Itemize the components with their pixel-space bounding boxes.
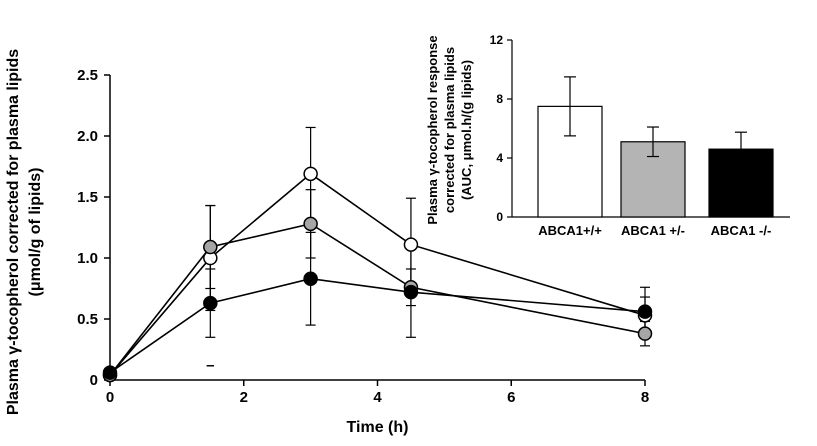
data-point-abca1- (403, 284, 419, 300)
annotation-dash: – (206, 357, 214, 374)
y-axis-label: Plasma γ-tocopherol corrected for plasma… (5, 49, 44, 415)
x-axis-label: Time (h) (347, 419, 409, 436)
y-axis-label-line: Plasma γ-tocopherol corrected for plasma… (5, 49, 22, 415)
y-tick-label: 2.0 (77, 128, 98, 145)
inset-bar-chart: 0 4 8 12 ABCA1+/+ ABCA1 +/- ABCA1 -/- Plasma γ-… (425, 33, 790, 238)
inset-y-tick-label: 0 (496, 210, 503, 224)
data-point-abca1- (303, 166, 318, 182)
y-tick-label: 0 (90, 372, 98, 389)
y-tick-label: 2.5 (77, 67, 98, 84)
series-line-abca1- (109, 222, 646, 376)
inset-y-axis-label: Plasma γ-tocopherol response corrected fo… (425, 35, 474, 224)
x-tick-label: 8 (641, 389, 649, 406)
x-tick-label: 4 (373, 389, 382, 406)
data-point-abca1- (102, 365, 118, 380)
data-point-abca1- (637, 326, 653, 341)
x-tick-label: 0 (106, 389, 114, 406)
inset-category-label: ABCA1 -/- (711, 223, 772, 238)
series-line-abca1- (109, 277, 646, 374)
inset-y-axis-label-line: (AUC, μmol.h/(g lipids) (459, 60, 474, 200)
data-point-abca1- (203, 295, 218, 311)
inset-y-axis-label-line: corrected for plasma lipids (442, 47, 457, 213)
main-line-chart: 0 0.5 1.0 1.5 2.0 2.5 0 2 4 6 8 Time (h) Plasma γ-to… (5, 49, 653, 436)
y-axis-label-line: (μmol/g of lipids) (27, 168, 44, 297)
data-point-abca1- (303, 271, 318, 286)
inset-y-tick-label: 12 (490, 33, 504, 47)
data-point-abca1- (637, 304, 653, 319)
y-tick-label: 0.5 (77, 311, 98, 328)
inset-y-tick-label: 4 (496, 151, 503, 165)
inset-category-label: ABCA1+/+ (538, 223, 602, 238)
inset-y-axis-label-line: Plasma γ-tocopherol response (425, 35, 440, 224)
x-tick-label: 6 (507, 389, 515, 406)
data-point-abca1- (203, 239, 218, 255)
inset-category-label: ABCA1 +/- (621, 223, 685, 238)
data-point-abca1- (303, 216, 318, 232)
x-tick-label: 2 (240, 389, 248, 406)
y-tick-label: 1.0 (77, 250, 98, 267)
inset-y-tick-label: 8 (496, 92, 503, 106)
data-point-abca1- (403, 237, 419, 252)
y-tick-label: 1.5 (77, 189, 98, 206)
